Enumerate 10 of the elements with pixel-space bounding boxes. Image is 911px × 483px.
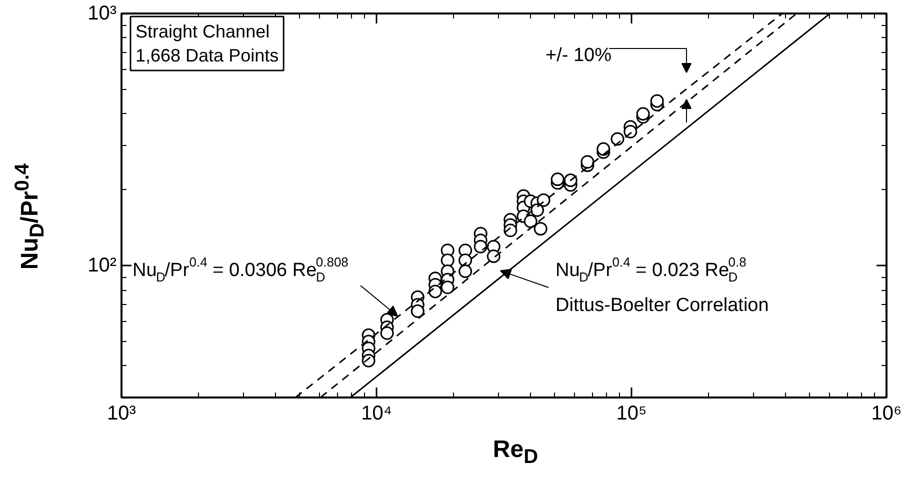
x-tick-label: 10⁴: [361, 402, 392, 424]
x-axis-title: Re$_{D}$: [492, 435, 538, 470]
x-tick-label: 10⁶: [871, 402, 902, 424]
x-tick-label: 10³: [107, 402, 136, 424]
annotation: 1,668 Data Points: [136, 46, 279, 66]
x-tick-label: 10⁵: [616, 402, 647, 424]
annotation: Dittus-Boelter Correlation: [556, 295, 769, 316]
annotation: Straight Channel: [136, 22, 270, 42]
annotation: +/- 10%: [546, 45, 612, 66]
y-tick-label: 10²: [88, 254, 117, 277]
